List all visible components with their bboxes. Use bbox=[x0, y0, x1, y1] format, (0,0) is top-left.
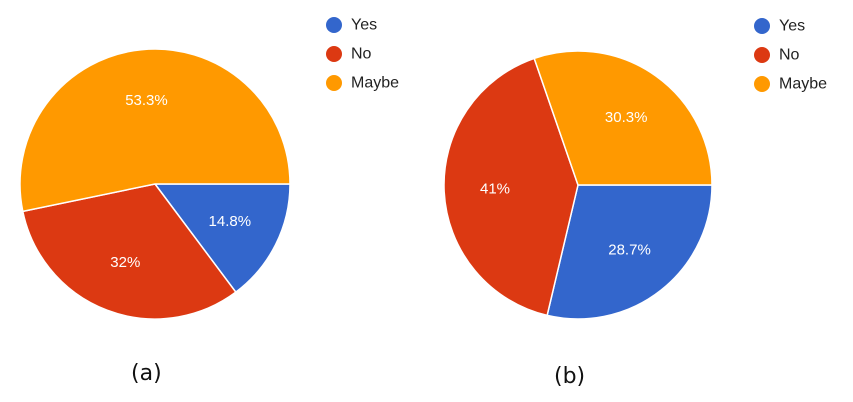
slice-yes-b bbox=[546, 184, 713, 320]
slice-maybe-a bbox=[19, 48, 291, 213]
slice-yes-a bbox=[153, 183, 291, 294]
legend-swatch-yes-b bbox=[754, 18, 770, 34]
legend-swatch-no-a bbox=[326, 46, 342, 62]
legend-label-yes-b: Yes bbox=[779, 18, 805, 35]
slice-label-no-a: 32% bbox=[110, 254, 140, 271]
panel-label-b: (b) bbox=[554, 364, 586, 389]
pie-chart-b: 28.7% 41% 30.3% bbox=[443, 50, 713, 320]
slice-label-no-b: 41% bbox=[480, 181, 510, 198]
pie-chart-a: 14.8% 32% 53.3% bbox=[19, 48, 291, 320]
slice-label-yes-a: 14.8% bbox=[209, 213, 252, 230]
legend-label-yes-a: Yes bbox=[351, 17, 377, 34]
legend-label-maybe-a: Maybe bbox=[351, 75, 399, 92]
legend-label-no-a: No bbox=[351, 46, 372, 63]
legend-swatch-maybe-b bbox=[754, 76, 770, 92]
panel-label-a: (a) bbox=[131, 361, 162, 386]
slice-maybe-b bbox=[533, 50, 713, 186]
slice-label-yes-b: 28.7% bbox=[608, 242, 651, 259]
slice-label-maybe-a: 53.3% bbox=[125, 92, 168, 109]
legend-b: Yes No Maybe bbox=[754, 18, 827, 93]
legend-swatch-no-b bbox=[754, 47, 770, 63]
slice-no-b bbox=[443, 57, 579, 317]
legend-label-no-b: No bbox=[779, 47, 800, 64]
slice-label-maybe-b: 30.3% bbox=[605, 109, 648, 126]
legend-a: Yes No Maybe bbox=[326, 17, 399, 92]
legend-swatch-maybe-a bbox=[326, 75, 342, 91]
legend-swatch-yes-a bbox=[326, 17, 342, 33]
legend-label-maybe-b: Maybe bbox=[779, 76, 827, 93]
slice-no-a bbox=[21, 183, 237, 320]
